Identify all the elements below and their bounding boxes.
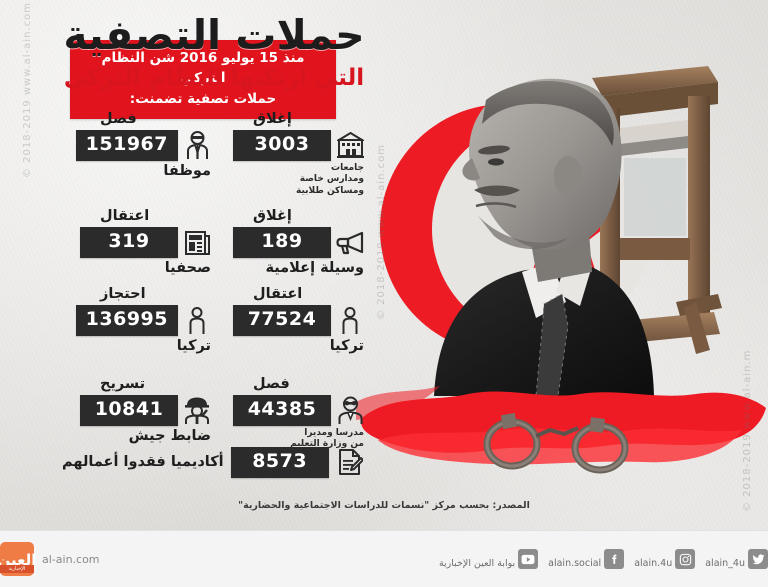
stat-label: اعتقال <box>253 286 303 303</box>
stat-value: 10841 <box>80 394 178 426</box>
source-note: المصدر: بحسب مركز "نسمات للدراسات الاجتم… <box>238 500 530 511</box>
social-handle: alain.social <box>548 558 602 569</box>
page-subtitle: التي ارتكبها النظام التركي <box>63 65 365 91</box>
newspaper-icon <box>183 227 211 257</box>
stat-value: 3003 <box>233 129 331 161</box>
watermark: © 2018-2019 www.al-ain.m <box>742 349 753 512</box>
instagram-icon <box>675 549 696 569</box>
document-pen-icon <box>336 447 364 477</box>
table-row: تسريح 10841 ضابط جيش <box>62 375 368 451</box>
statistics-grid: فصل 151967 موظفا إغ <box>62 111 368 451</box>
stat-label: اعتقال <box>100 207 150 224</box>
stat-label: إغلاق <box>253 207 292 224</box>
stat-label: إغلاق <box>253 111 292 127</box>
stat-card: تسريح 10841 ضابط جيش <box>62 375 215 451</box>
facebook-icon <box>604 549 625 569</box>
blood-pool <box>356 386 766 465</box>
stat-card: فصل 44385 مدرسا ومديرا من و <box>215 375 368 451</box>
watermark: © 2018-2019 www.al-ain.com <box>376 144 387 320</box>
stat-unit: أكاديميا فقدوا أعمالهم <box>62 454 224 471</box>
stat-value: 189 <box>233 226 331 258</box>
stat-value: 44385 <box>233 394 331 426</box>
brand-block[interactable]: العين الإخبارية al-ain.com <box>0 542 116 576</box>
stat-value: 8573 <box>230 447 329 478</box>
stat-label: تسريح <box>100 375 146 392</box>
stat-label: فصل <box>100 111 137 127</box>
stat-value: 77524 <box>233 305 331 337</box>
social-handle: alain.4u <box>634 558 673 569</box>
social-links: alain_4u alain.4u alai <box>421 549 768 569</box>
stat-card: إغلاق 189 وسيلة إعلامية <box>215 207 368 276</box>
stat-unit: تركيا <box>176 338 211 355</box>
university-building-icon <box>336 130 364 160</box>
stat-value: 136995 <box>75 305 178 337</box>
table-row: فصل 151967 موظفا إغ <box>62 111 368 198</box>
table-row: احتجاز 136995 تركيا اعتقال <box>62 286 368 355</box>
youtube-icon <box>518 549 539 569</box>
stat-card-academics: 8573 أكاديميا فقدوا أعمالهم <box>62 447 368 478</box>
artwork-panel <box>356 52 768 507</box>
al-ain-logo: العين الإخبارية <box>0 542 37 576</box>
stat-label: فصل <box>253 375 290 392</box>
person-icon <box>336 306 364 336</box>
stat-card: اعتقال 77524 تركيا <box>215 286 368 355</box>
stat-value: 319 <box>80 226 178 258</box>
banner-line-2: حملات تصفية تضمنت: <box>129 90 277 107</box>
stat-unit: جامعات ومدارس خاصة ومساكن طلابية <box>296 162 364 197</box>
logo-sub-text: الإخبارية <box>0 565 34 573</box>
logo-main-text: العين <box>0 550 37 569</box>
stat-label: احتجاز <box>100 286 146 303</box>
stat-unit: وسيلة إعلامية <box>265 259 364 276</box>
footer-bar: alain_4u alain.4u alai <box>0 530 768 587</box>
page-title: حملات التصفية <box>63 11 365 59</box>
erdogan-portrait <box>434 78 654 396</box>
twitter-icon <box>748 549 768 569</box>
person-icon <box>183 306 211 336</box>
watermark: © 2018-2019 www.al-ain.com <box>22 2 33 178</box>
stat-value: 151967 <box>75 129 178 161</box>
stat-unit: موظفا <box>163 162 211 179</box>
stat-card: فصل 151967 موظفا <box>62 111 215 198</box>
intro-banner: منذ 15 يوليو 2016 شن النظام التركي حملات… <box>70 40 336 119</box>
social-link-twitter[interactable]: alain_4u <box>705 549 768 569</box>
banner-line-1: منذ 15 يوليو 2016 شن النظام التركي <box>101 50 305 87</box>
stat-card: اعتقال 319 <box>62 207 215 276</box>
social-link-instagram[interactable]: alain.4u <box>634 549 696 569</box>
megaphone-icon <box>336 227 364 257</box>
stat-unit: ضابط جيش <box>128 427 211 444</box>
site-domain: al-ain.com <box>42 552 100 566</box>
employee-icon <box>183 130 211 160</box>
handcuffs-icon <box>483 412 629 474</box>
teacher-icon <box>336 395 364 425</box>
social-link-facebook[interactable]: alain.social <box>548 549 625 569</box>
stat-unit: مدرسا ومديرا من وزارة التعليم <box>290 427 364 450</box>
stat-unit: تركيا <box>329 338 364 355</box>
soldier-icon <box>183 395 211 425</box>
stat-card: إغلاق <box>215 111 368 198</box>
stat-unit: صحفيا <box>164 259 211 276</box>
social-handle: alain_4u <box>705 558 745 569</box>
social-handle: بوابة العين الإخبارية <box>438 558 516 569</box>
table-row: اعتقال 319 <box>62 207 368 276</box>
stat-card: احتجاز 136995 تركيا <box>62 286 215 355</box>
social-link-youtube[interactable]: بوابة العين الإخبارية <box>438 549 539 569</box>
